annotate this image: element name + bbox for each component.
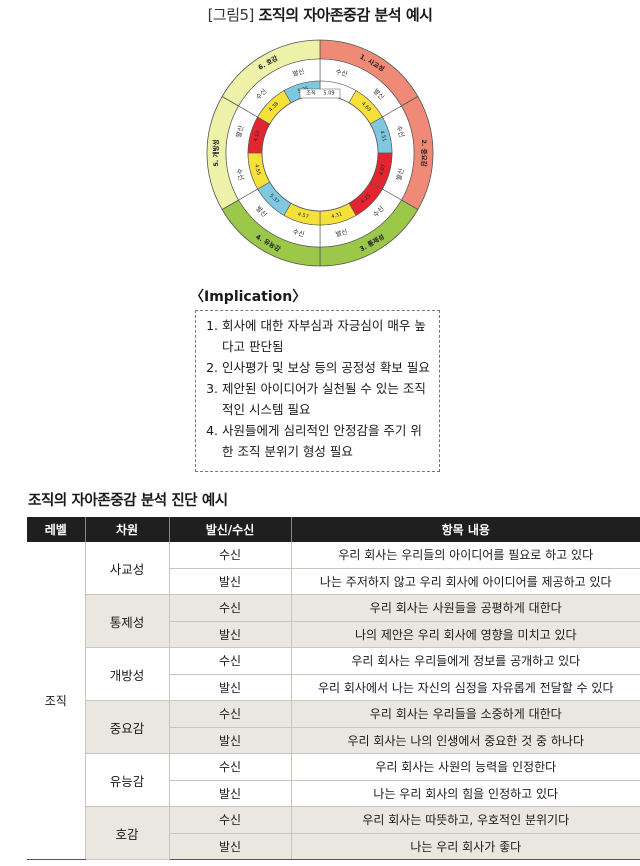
- content-cell: 나는 우리 회사의 힘을 인정하고 있다: [291, 780, 640, 807]
- recv-value: 4.51: [378, 130, 387, 142]
- implication-item: 회사에 대한 자부심과 자긍심이 매우 높다고 판단됨: [222, 315, 431, 357]
- direction-cell: 발신: [169, 568, 292, 595]
- content-cell: 우리 회사는 사원의 능력을 인정한다: [291, 753, 640, 781]
- implication-item: 인사평가 및 보상 등의 공정성 확보 필요: [222, 357, 431, 378]
- table-title: 조직의 자아존중감 분석 진단 예시: [28, 493, 228, 509]
- level-cell: 조직: [27, 542, 86, 860]
- send-value: 4.07: [378, 164, 387, 176]
- direction-cell: 발신: [169, 621, 292, 648]
- direction-cell: 발신: [169, 780, 292, 807]
- header-dimension: 차원: [85, 517, 170, 542]
- dimension-cell: 개방성: [85, 647, 170, 701]
- content-cell: 우리 회사에서 나는 자신의 심정을 자유롭게 전달할 수 있다: [291, 674, 640, 701]
- content-cell: 우리 회사는 나의 인생에서 중요한 것 중 하나다: [291, 727, 640, 754]
- table-row: 중요감 수신 우리 회사는 우리들을 소중하게 대한다: [27, 700, 640, 754]
- direction-cell: 수신: [169, 594, 292, 622]
- recv-value: 4.55: [253, 164, 262, 176]
- content-cell: 우리 회사는 우리들에게 정보를 공개하고 있다: [291, 647, 640, 675]
- sector-name: 2. 중요감: [420, 139, 429, 166]
- send-label: 발신: [233, 124, 245, 138]
- content-cell: 우리 회사는 우리들의 아이디어를 필요로 하고 있다: [291, 542, 640, 569]
- direction-cell: 발신: [169, 674, 292, 701]
- dimension-cell: 유능감: [85, 753, 170, 807]
- direction-cell: 수신: [169, 542, 292, 569]
- dimension-cell: 통제성: [85, 594, 170, 648]
- recv-label: 수신: [335, 66, 349, 78]
- send-label: 발신: [394, 167, 406, 181]
- content-cell: 우리 회사는 따뜻하고, 우호적인 분위기다: [291, 806, 640, 834]
- content-cell: 우리 회사는 사원들을 공평하게 대한다: [291, 594, 640, 622]
- table-row: 발신 우리 회사에서 나는 자신의 심정을 자유롭게 전달할 수 있다: [27, 674, 640, 701]
- implication-item: 제안된 아이디어가 실천될 수 있는 조직적인 시스템 필요: [222, 378, 431, 420]
- send-value: 4.10: [253, 130, 262, 142]
- table-row: 유능감 수신 우리 회사는 사원의 능력을 인정한다: [27, 753, 640, 807]
- direction-cell: 수신: [169, 753, 292, 781]
- header-direction: 발신/수신: [169, 517, 292, 542]
- dimension-cell: 호감: [85, 806, 170, 860]
- implication-title: 〈Implication〉: [190, 289, 307, 305]
- dimension-cell: 사교성: [85, 542, 170, 595]
- direction-cell: 수신: [169, 647, 292, 675]
- table-row: 개방성 수신 우리 회사는 우리들에게 정보를 공개하고 있다: [27, 647, 640, 701]
- table-body: 조직 사교성 수신 우리 회사는 우리들의 아이디어를 필요로 하고 있다 발신 나는 주…: [27, 542, 640, 860]
- recv-label: 수신: [234, 167, 246, 181]
- wheel-center: [261, 94, 379, 212]
- sector-name: 5. 개방성: [211, 139, 220, 166]
- header-content: 항목 내용: [291, 517, 640, 542]
- figure-tag: [그림5]: [207, 6, 255, 24]
- figure-title-text: 조직의 자아존중감 분석 예시: [258, 6, 433, 24]
- table-row: 발신 우리 회사는 나의 인생에서 중요한 것 중 하나다: [27, 727, 640, 754]
- send-label: 발신: [334, 227, 348, 239]
- table-row: 조직 사교성 수신 우리 회사는 우리들의 아이디어를 필요로 하고 있다: [27, 542, 640, 860]
- content-cell: 우리 회사는 우리들을 소중하게 대한다: [291, 700, 640, 728]
- table-header-row: 레벨 차원 발신/수신 항목 내용: [27, 517, 640, 542]
- diagnosis-table: 레벨 차원 발신/수신 항목 내용 조직 사교성 수신 우리 회사는 우리들의 아이디…: [27, 517, 640, 860]
- recv-value: 4.57: [297, 211, 309, 220]
- center-value: 5.09: [323, 91, 334, 97]
- center-tag-box: [299, 88, 341, 99]
- table-row: 발신 나는 우리 회사가 좋다: [27, 833, 640, 860]
- dimension-cell: 중요감: [85, 700, 170, 754]
- table-row: 발신 나의 제안은 우리 회사에 영향을 미치고 있다: [27, 621, 640, 648]
- direction-cell: 발신: [169, 727, 292, 754]
- content-cell: 나는 우리 회사가 좋다: [291, 833, 640, 860]
- content-cell: 나의 제안은 우리 회사에 영향을 미치고 있다: [291, 621, 640, 648]
- table-row: 통제성 수신 우리 회사는 사원들을 공평하게 대한다: [27, 594, 640, 648]
- recv-label: 수신: [292, 227, 306, 239]
- header-level: 레벨: [27, 517, 86, 542]
- send-label: 발신: [291, 66, 305, 78]
- direction-cell: 수신: [169, 700, 292, 728]
- direction-cell: 수신: [169, 806, 292, 834]
- table-row: 발신 나는 주저하지 않고 우리 회사에 아이디어를 제공하고 있다: [27, 568, 640, 595]
- implication-list: 회사에 대한 자부심과 자긍심이 매우 높다고 판단됨인사평가 및 보상 등의 …: [204, 315, 431, 462]
- center-label: 조직: [306, 90, 315, 97]
- recv-label: 수신: [395, 124, 407, 138]
- implication-box: 회사에 대한 자부심과 자긍심이 매우 높다고 판단됨인사평가 및 보상 등의 …: [195, 310, 440, 472]
- table-row: 발신 나는 우리 회사의 힘을 인정하고 있다: [27, 780, 640, 807]
- direction-cell: 발신: [169, 833, 292, 860]
- content-cell: 나는 주저하지 않고 우리 회사에 아이디어를 제공하고 있다: [291, 568, 640, 595]
- send-value: 4.31: [331, 211, 343, 220]
- figure-title: [그림5] 조직의 자아존중감 분석 예시: [0, 4, 640, 25]
- implication-item: 사원들에게 심리적인 안정감을 주기 위한 조직 분위기 형성 필요: [222, 420, 431, 462]
- table-row: 호감 수신 우리 회사는 따뜻하고, 우호적인 분위기다: [27, 806, 640, 860]
